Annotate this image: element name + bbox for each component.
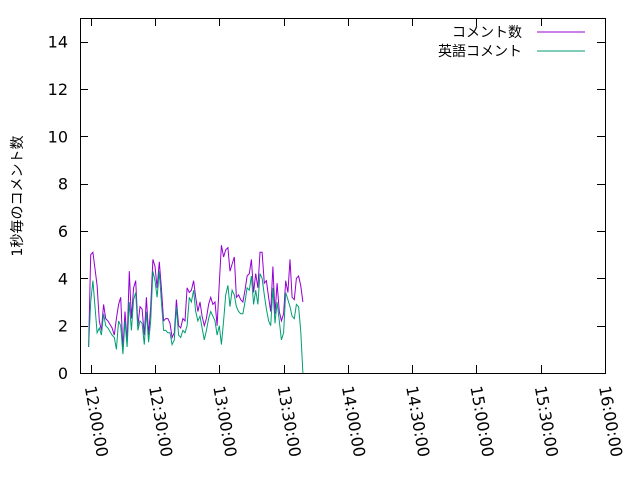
y-tick-label: 4 (58, 269, 68, 288)
y-tick-label: 10 (48, 127, 68, 146)
series-layer (88, 245, 304, 374)
y-tick-label: 0 (58, 364, 68, 383)
legend-label-series-2: 英語コメント (438, 43, 522, 60)
y-tick-label: 8 (58, 175, 68, 194)
y-axis-title: 1秒毎のコメント数 (10, 136, 26, 257)
series-line-1 (88, 245, 304, 350)
legend: コメント数 英語コメント (438, 25, 585, 60)
y-tick-label: 12 (48, 80, 68, 99)
y-tick-label: 14 (48, 33, 68, 52)
y-tick-label: 6 (58, 222, 68, 241)
plot-frame (80, 18, 606, 374)
series-line-2 (88, 271, 304, 374)
legend-label-series-1: コメント数 (452, 25, 522, 41)
y-tick-label: 2 (58, 317, 68, 336)
